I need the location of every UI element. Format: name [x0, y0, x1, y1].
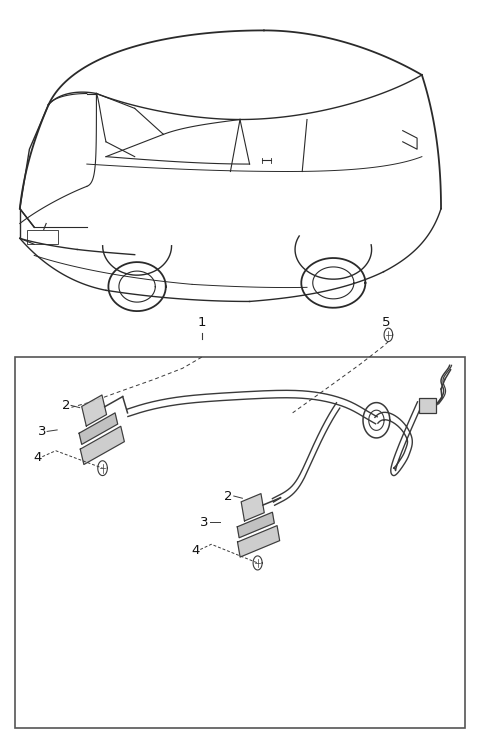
Text: 2: 2 [224, 490, 233, 502]
Polygon shape [237, 512, 274, 538]
Polygon shape [79, 413, 118, 444]
Text: 5: 5 [382, 316, 390, 329]
Bar [420, 398, 436, 413]
Bar [15, 357, 465, 728]
Bar [27, 230, 58, 243]
Polygon shape [80, 426, 124, 464]
Text: 3: 3 [37, 425, 46, 438]
Polygon shape [82, 395, 107, 426]
Text: 3: 3 [200, 516, 209, 528]
Text: 2: 2 [61, 399, 70, 412]
Text: 4: 4 [33, 451, 41, 464]
Polygon shape [238, 525, 280, 557]
Text: 1: 1 [197, 316, 206, 329]
Polygon shape [241, 493, 264, 521]
Text: 4: 4 [191, 544, 199, 557]
